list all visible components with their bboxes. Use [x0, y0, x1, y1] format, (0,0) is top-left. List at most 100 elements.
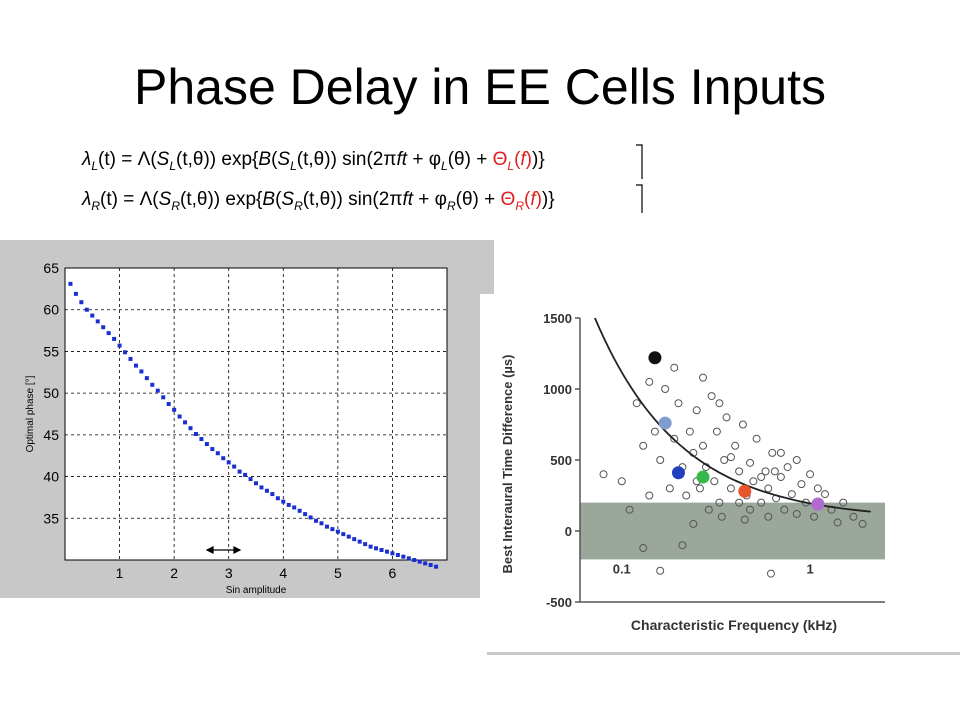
x-tick-label: 5 — [334, 565, 342, 581]
data-point — [346, 534, 351, 539]
data-point — [243, 472, 248, 477]
data-point — [226, 460, 231, 465]
open-circle-point — [726, 484, 735, 493]
open-circle-point — [625, 505, 634, 514]
open-circle-point — [839, 498, 848, 507]
open-circle-point — [678, 541, 687, 550]
data-point — [428, 563, 433, 568]
y-tick-label: 35 — [43, 510, 59, 526]
open-circle-point — [720, 456, 729, 464]
data-point — [161, 395, 166, 400]
data-point — [112, 336, 117, 341]
open-circle-point — [645, 491, 654, 500]
rate-equations: λL(t) = Λ(SL(t,θ)) exp{B(SL(t,θ)) sin(2π… — [81, 144, 643, 213]
data-point — [193, 432, 198, 437]
data-point — [335, 529, 340, 534]
x-axis-label: Characteristic Frequency (kHz) — [631, 617, 837, 633]
data-point — [390, 551, 395, 556]
open-circle-point — [858, 519, 867, 528]
open-circle-point — [656, 566, 665, 575]
data-point — [303, 512, 308, 517]
open-circle-points — [599, 363, 867, 578]
x-tick-label: 6 — [389, 565, 397, 581]
y-tick-label: 0 — [565, 524, 572, 539]
open-circle-point — [806, 470, 815, 479]
x-tick-label: 0.1 — [613, 561, 631, 576]
open-circle-point — [766, 569, 775, 578]
open-circle-point — [617, 477, 626, 486]
open-circle-point — [780, 505, 789, 514]
open-circle-point — [639, 544, 648, 553]
data-point — [363, 542, 368, 547]
open-circle-point — [746, 505, 755, 514]
highlighted-point — [696, 470, 710, 484]
open-circle-point — [656, 456, 665, 464]
open-circle-point — [704, 505, 713, 514]
open-circle-point — [740, 515, 749, 524]
open-circle-point — [792, 456, 801, 464]
open-circle-point — [685, 427, 694, 436]
data-point — [264, 488, 269, 493]
data-point — [73, 291, 78, 296]
data-point — [123, 350, 128, 355]
open-circle-point — [712, 427, 721, 436]
data-point — [79, 300, 84, 305]
open-circle-point — [810, 512, 819, 521]
data-point — [270, 492, 275, 497]
plot-area — [64, 267, 448, 561]
data-point — [139, 369, 144, 374]
fit-curve — [594, 317, 871, 513]
highlighted-point — [811, 497, 825, 511]
data-point — [297, 508, 302, 513]
open-circle-point — [670, 363, 679, 372]
divider-rule — [487, 652, 960, 655]
data-point — [286, 502, 291, 507]
open-circle-point — [746, 458, 755, 467]
data-point — [417, 559, 422, 564]
open-circle-point — [757, 473, 766, 482]
x-tick-label: 3 — [225, 565, 233, 581]
equation-left: λL(t) = Λ(SL(t,θ)) exp{B(SL(t,θ)) sin(2π… — [81, 149, 545, 173]
open-circle-point — [682, 491, 691, 500]
data-point — [155, 388, 160, 393]
highlighted-point — [658, 416, 672, 430]
open-circle-point — [764, 484, 773, 493]
data-point — [172, 407, 177, 412]
data-point — [166, 401, 171, 406]
data-point — [204, 442, 209, 447]
open-circle-point — [665, 484, 674, 493]
y-tick-label: 500 — [550, 453, 572, 468]
data-point — [210, 447, 215, 452]
data-point — [259, 485, 264, 490]
data-point — [319, 521, 324, 526]
amplitude-range-arrow — [205, 546, 242, 554]
data-point — [68, 281, 73, 286]
open-circle-point — [674, 399, 683, 408]
y-tick-label: 65 — [43, 260, 59, 276]
data-point — [144, 376, 149, 381]
open-circle-point — [783, 463, 792, 472]
data-point — [188, 426, 193, 431]
highlighted-points — [648, 351, 825, 511]
open-circle-point — [833, 518, 842, 527]
x-tick-label: 2 — [170, 565, 178, 581]
open-circle-point — [632, 399, 641, 408]
open-circle-point — [715, 498, 724, 507]
highlighted-point — [671, 466, 685, 480]
data-point — [330, 527, 335, 532]
data-point — [395, 552, 400, 557]
open-circle-point — [757, 498, 766, 507]
data-point — [183, 420, 188, 425]
y-tick-label: -500 — [546, 595, 572, 610]
axis-ticks: -500 0 500 1000 1500 0.1 1 — [543, 311, 814, 610]
open-circle-point — [738, 420, 747, 429]
phase-vs-amplitude-panel: 1 2 3 4 5 6 35 40 45 50 55 60 65 Sin amplitude Optim… — [0, 240, 494, 598]
data-point — [406, 556, 411, 561]
data-point — [106, 331, 111, 336]
open-circle-point — [849, 512, 858, 521]
shaded-band — [580, 502, 885, 560]
data-point — [221, 456, 226, 461]
data-point — [232, 464, 237, 469]
data-point — [281, 499, 286, 504]
